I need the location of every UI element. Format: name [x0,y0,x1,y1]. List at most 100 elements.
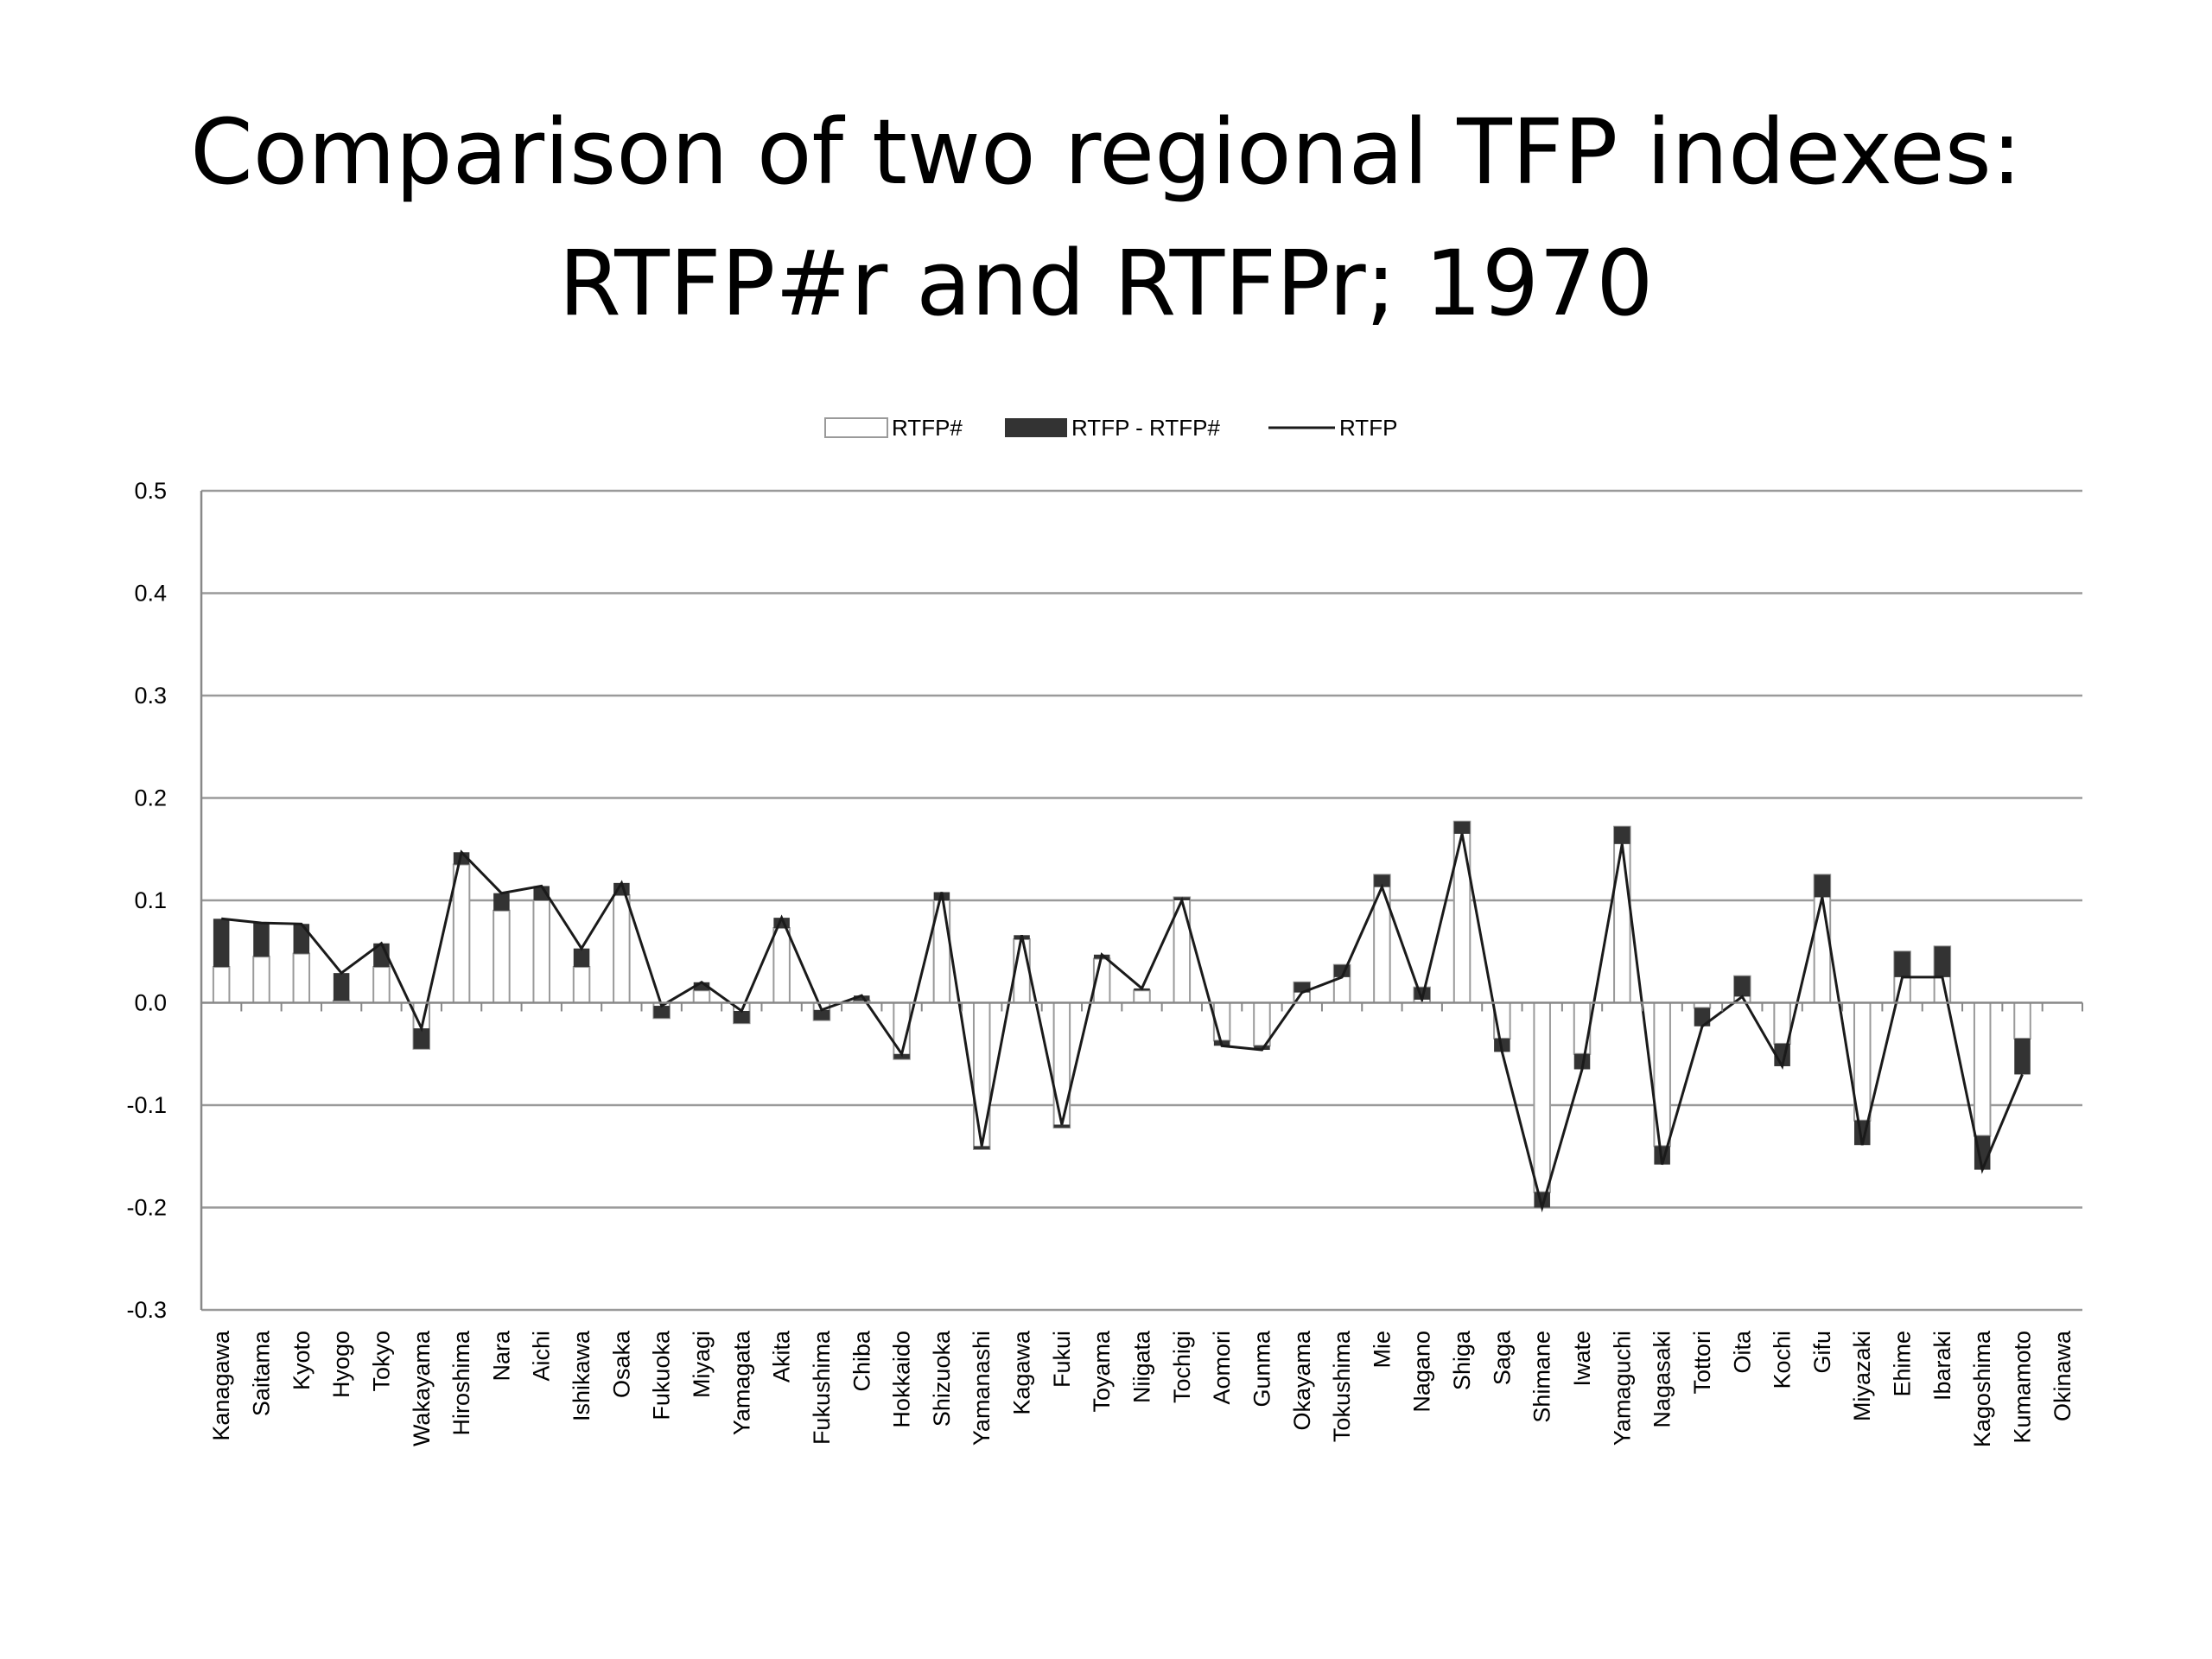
bar-rtfp-diff [1374,874,1390,887]
bar-rtfp-sharp [1973,1001,1992,1137]
slide-title-line2: RTFP#r and RTFPr; 1970 [558,231,1654,336]
category-label: Tokushima [1329,1330,1355,1442]
slide-title: Comparison of two regional TFP indexes: … [0,86,2212,349]
category-label: Hokkaido [889,1331,915,1428]
bar-rtfp-diff [1814,874,1831,898]
category-label: Miyagi [689,1331,715,1398]
axes [200,491,2083,1310]
bar-rtfp-diff [734,1010,750,1024]
bar-rtfp-sharp [613,894,631,1004]
bar-rtfp-sharp [1533,1001,1551,1193]
bar-rtfp-diff [813,1009,830,1020]
bar-rtfp-diff [854,995,870,1001]
bar-rtfp-diff [973,1146,990,1149]
category-label: Yamaguchi [1609,1331,1635,1446]
category-label: Iwate [1569,1331,1595,1387]
category-label: Nagasaki [1649,1331,1675,1428]
category-label: Kanagawa [208,1330,234,1441]
y-tick-label: 0.5 [134,478,167,504]
bar-rtfp-sharp [1373,874,1391,1004]
legend-label-rtfp-sharp: RTFP# [892,415,963,441]
category-label: Okayama [1289,1330,1315,1431]
bar-rtfp-sharp [1573,1001,1592,1055]
category-label: Kyoto [289,1331,315,1390]
category-label: Fukui [1049,1331,1075,1388]
category-label: Niigata [1129,1330,1155,1403]
category-label: Kochi [1770,1331,1796,1389]
bar-rtfp-sharp [1452,820,1471,1004]
category-label: Aichi [529,1331,555,1382]
category-label: Tochigi [1169,1331,1195,1403]
bar-rtfp-diff [1614,826,1630,844]
legend: RTFP# RTFP - RTFP# RTFP [824,415,1397,441]
category-label: Nagano [1409,1331,1435,1413]
bar-rtfp-sharp [972,1001,991,1150]
category-label: Nara [488,1330,514,1382]
y-tick-label: 0.4 [134,581,167,607]
category-label: Aomori [1209,1331,1235,1405]
bar-rtfp-sharp [372,966,391,1004]
category-label: Osaka [608,1330,634,1398]
bar-rtfp-diff [693,982,710,991]
bar-rtfp-diff [653,1006,670,1019]
y-tick-label: -0.1 [126,1092,167,1118]
category-label: Gunma [1249,1330,1274,1408]
category-label: Oita [1729,1330,1755,1374]
category-label: Miyazaki [1849,1331,1875,1421]
category-label: Toyama [1089,1330,1115,1413]
category-label: Kagoshima [1969,1330,1995,1447]
bar-rtfp-diff [1694,1007,1711,1027]
category-label: Ishikawa [569,1330,594,1421]
bar-rtfp-diff [253,923,270,957]
y-tick-label: 0.3 [134,683,167,709]
bar-rtfp-sharp [2013,1001,2031,1039]
category-label: Mie [1369,1331,1395,1369]
bar-rtfp-diff [2014,1038,2031,1075]
category-label: Akita [769,1330,795,1382]
category-label: Kumamoto [2010,1331,2036,1444]
y-axis-ticks: 0.5 0.4 0.3 0.2 0.1 0.0 -0.1 -0.2 -0.3 [126,478,167,1323]
category-label: Tottori [1689,1331,1715,1395]
category-label: Okinawa [2050,1330,2075,1421]
bar-rtfp-sharp [452,863,471,1004]
bar-rtfp-diff [533,886,550,900]
gridlines [201,489,2082,1312]
bar-rtfp-diff [893,1053,910,1059]
bar-rtfp-diff [333,973,350,1001]
bar-rtfp-sharp [252,956,270,1004]
legend-label-rtfp: RTFP [1339,415,1397,441]
bar-rtfp-diff [1934,946,1951,977]
bar-rtfp-diff [1053,1124,1071,1128]
x-axis-categories: Kanagawa Saitama Kyoto Hyogo Tokyo Wakayama Hi… [208,1330,2075,1447]
category-label: Wakayama [409,1330,435,1446]
category-label: Fukuoka [649,1330,675,1421]
category-label: Yamagata [728,1330,754,1435]
y-tick-label: -0.2 [126,1195,167,1221]
bar-rtfp-diff [773,918,790,928]
bar-rtfp-diff [293,924,310,954]
bar-rtfp-diff [1294,982,1311,993]
category-label: Shimane [1529,1331,1555,1423]
category-label: Hiroshima [448,1330,474,1436]
bar-rtfp-sharp [1133,989,1151,1004]
bars [212,820,2031,1208]
bar-rtfp-sharp [1253,1001,1271,1047]
category-label: Kagawa [1009,1330,1035,1415]
bar-rtfp-sharp [572,966,591,1004]
category-label: Hyogo [328,1331,354,1398]
y-tick-label: 0.1 [134,887,167,913]
legend-label-rtfp-diff: RTFP - RTFP# [1071,415,1220,441]
rtfp-line [221,833,2024,1213]
y-tick-label: -0.3 [126,1297,167,1323]
category-label: Ibaraki [1929,1331,1955,1401]
bar-rtfp-diff [1734,976,1751,997]
bar-rtfp-diff [493,893,510,911]
bar-rtfp-diff [1573,1053,1591,1070]
category-label: Fukushima [809,1330,835,1445]
category-label: Chiba [849,1330,874,1392]
category-label: Saitama [248,1330,274,1416]
y-tick-label: 0.0 [134,990,167,1016]
bar-rtfp-sharp [292,952,311,1004]
bar-rtfp-diff [1894,951,1910,977]
